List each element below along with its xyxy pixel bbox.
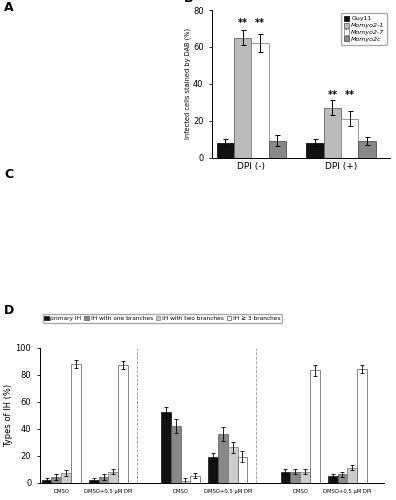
Text: D: D bbox=[4, 304, 14, 318]
Bar bbox=[300, 472, 310, 482]
Bar bbox=[208, 457, 218, 482]
Bar bbox=[218, 434, 228, 482]
Legend: primary IH, IH with one branches, IH with two branches, IH ≥ 3 branches: primary IH, IH with one branches, IH wit… bbox=[42, 314, 282, 322]
Text: DMSO+0.5 μM DPI: DMSO+0.5 μM DPI bbox=[84, 488, 133, 494]
Bar bbox=[161, 412, 171, 482]
Bar bbox=[357, 369, 367, 482]
Bar bbox=[217, 143, 234, 158]
Bar bbox=[171, 426, 181, 482]
Bar bbox=[281, 472, 290, 482]
Bar bbox=[118, 365, 128, 482]
Bar bbox=[99, 477, 109, 482]
Text: DMSO+0.5 μM DPI: DMSO+0.5 μM DPI bbox=[323, 488, 371, 494]
Bar bbox=[61, 473, 71, 482]
Text: **: ** bbox=[238, 18, 248, 28]
Text: DMSO: DMSO bbox=[53, 488, 69, 494]
Bar bbox=[269, 141, 286, 158]
Bar bbox=[109, 472, 118, 482]
Text: **: ** bbox=[327, 90, 337, 101]
Bar bbox=[251, 43, 269, 158]
Bar bbox=[89, 480, 99, 482]
Text: A: A bbox=[4, 1, 13, 14]
Text: **: ** bbox=[345, 90, 355, 101]
Bar bbox=[190, 476, 200, 482]
Legend: Guy11, Momyo2-1, Momyo2-7, Momyo2c: Guy11, Momyo2-1, Momyo2-7, Momyo2c bbox=[341, 13, 387, 44]
Text: DMSO: DMSO bbox=[292, 488, 308, 494]
Bar bbox=[337, 474, 347, 482]
Bar bbox=[71, 364, 80, 482]
Bar bbox=[358, 141, 376, 158]
Bar bbox=[181, 481, 190, 482]
Bar bbox=[328, 476, 337, 482]
Bar bbox=[310, 370, 320, 482]
Bar bbox=[238, 457, 247, 482]
Bar bbox=[306, 143, 324, 158]
Text: B: B bbox=[184, 0, 194, 5]
Bar bbox=[51, 477, 61, 482]
Text: **: ** bbox=[255, 18, 265, 28]
Text: C: C bbox=[4, 168, 13, 181]
Bar bbox=[228, 448, 238, 482]
Y-axis label: Types of IH (%): Types of IH (%) bbox=[4, 384, 13, 446]
Bar bbox=[234, 38, 251, 158]
Text: DMSO+0.5 μM DPI: DMSO+0.5 μM DPI bbox=[204, 488, 252, 494]
Y-axis label: Infected cells stained by DAB (%): Infected cells stained by DAB (%) bbox=[184, 28, 191, 140]
Bar bbox=[324, 108, 341, 158]
Bar bbox=[290, 472, 300, 482]
Bar bbox=[347, 468, 357, 482]
Bar bbox=[42, 480, 51, 482]
Text: DMSO: DMSO bbox=[173, 488, 188, 494]
Bar bbox=[341, 119, 358, 158]
